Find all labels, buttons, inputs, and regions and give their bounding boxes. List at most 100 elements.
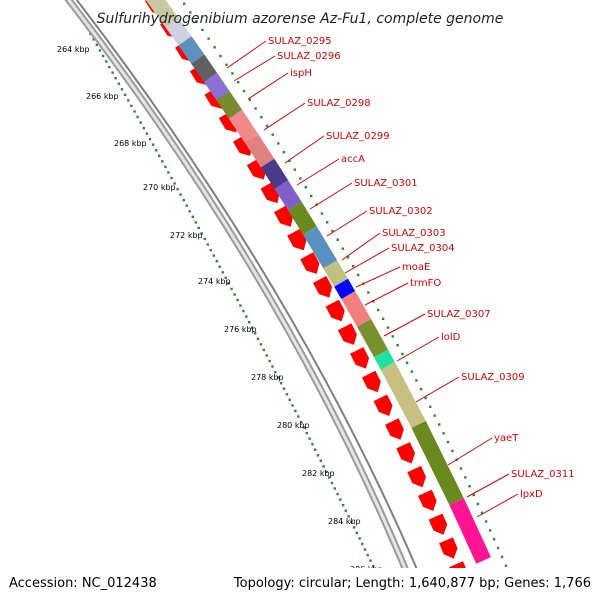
ruler-dot (95, 43, 98, 47)
cog-box (274, 180, 302, 211)
gene-label: SULAZ_0299 (326, 131, 390, 142)
ruler-dot (133, 110, 136, 113)
cog-box (303, 226, 338, 269)
ruler-dot (302, 426, 306, 429)
outer-ruler-dot (331, 229, 334, 233)
outer-ruler-dot (451, 449, 454, 453)
gene-label: moaE (402, 262, 430, 273)
ruler-dot (164, 165, 167, 169)
gene-label: SULAZ_0302 (369, 206, 433, 217)
ruler-dot (120, 88, 124, 91)
ruler-dot (288, 398, 291, 401)
ruler-dot (341, 504, 345, 507)
ruler-label: 284 kbp (328, 517, 361, 526)
ruler-dot (265, 354, 268, 357)
ruler-dot (191, 215, 194, 218)
ruler-dot (158, 154, 161, 157)
ruler-dot (253, 332, 257, 335)
gene-label-line (326, 210, 368, 237)
ruler-label: 266 kbp (86, 92, 119, 101)
outer-ruler-dot (464, 476, 467, 479)
gene-arrow (313, 275, 333, 298)
outer-ruler-dot (396, 344, 399, 347)
gene-label-line (296, 158, 340, 186)
ruler-dot (291, 404, 294, 407)
ruler-dot (372, 565, 375, 568)
outer-ruler-dot (405, 361, 409, 364)
cog-box (357, 318, 389, 358)
gene-arrow (396, 442, 415, 464)
gene-label-line (341, 232, 381, 261)
gene-arrow (439, 537, 458, 559)
ruler-label: 270 kbp (143, 183, 176, 192)
ruler-dot (218, 265, 221, 268)
outer-ruler-dot (496, 546, 500, 550)
cog-box (260, 158, 289, 189)
cog-box (288, 201, 317, 235)
ruler-label: 280 kbp (277, 421, 310, 430)
ruler-dot (361, 542, 364, 546)
cog-box (341, 291, 371, 327)
outer-ruler-dot (271, 133, 274, 136)
ruler-dot (322, 465, 325, 468)
outer-ruler-dot (442, 432, 445, 435)
ruler-dot (316, 454, 320, 457)
gene-arrow (385, 418, 404, 440)
ruler-dot (167, 171, 170, 174)
ruler-dot (170, 176, 173, 180)
ruler-dot (161, 160, 164, 163)
outer-ruler-dot (183, 2, 186, 5)
outer-ruler-dot (357, 273, 360, 277)
ruler-dot (101, 54, 105, 58)
gene-label: accA (341, 154, 365, 165)
ruler-dot (366, 553, 369, 557)
ruler-dot (285, 393, 289, 396)
ruler-dot (277, 376, 280, 379)
cog-box (449, 498, 491, 564)
gene-label-line (396, 336, 440, 362)
genome-summary-text: Topology: circular; Length: 1,640,877 bp… (233, 576, 591, 591)
cog-box (145, 0, 179, 28)
ruler-dot (209, 248, 212, 252)
outer-ruler-dot (429, 405, 432, 408)
ruler-dot (239, 304, 242, 307)
cog-box (245, 134, 275, 168)
outer-ruler-dot (424, 396, 427, 400)
outer-ruler-dot (237, 81, 240, 84)
ruler-dot (236, 298, 239, 302)
ruler-dot (274, 370, 277, 374)
outer-ruler-dot (415, 379, 418, 382)
cog-track (145, 0, 491, 564)
gene-label: SULAZ_0295 (268, 36, 332, 47)
gene-label-line (284, 135, 325, 164)
gene-label: SULAZ_0307 (427, 309, 491, 320)
outer-ruler-dot (320, 212, 324, 215)
gene-label-line (247, 72, 289, 100)
outer-ruler-dot (484, 520, 488, 523)
outer-ruler-dot (310, 194, 313, 198)
outer-ruler-dot (225, 63, 228, 66)
outer-ruler-dot (500, 555, 504, 559)
gene-label-line (364, 282, 409, 306)
accession-text: Accession: NC_012438 (9, 576, 157, 591)
ruler-dot (233, 293, 236, 296)
ruler-dot (355, 531, 358, 535)
ruler-dot (256, 337, 260, 340)
ruler-dot (350, 520, 353, 523)
ruler-dot (105, 60, 108, 63)
gene-arrow (418, 489, 437, 511)
outer-ruler-dot (254, 107, 257, 110)
cog-box (374, 349, 395, 370)
outer-ruler-dot (201, 28, 204, 32)
gene-label: SULAZ_0298 (307, 98, 371, 109)
ruler-dot (197, 226, 200, 230)
ruler-dot (139, 121, 142, 124)
ruler-dot (185, 204, 188, 207)
gene-label: lpxD (520, 489, 543, 500)
ruler-dot (242, 309, 245, 313)
backbone (64, 0, 431, 600)
outer-ruler-dot (488, 529, 492, 532)
gene-label-line (309, 182, 353, 210)
outer-ruler-dot (242, 89, 246, 93)
